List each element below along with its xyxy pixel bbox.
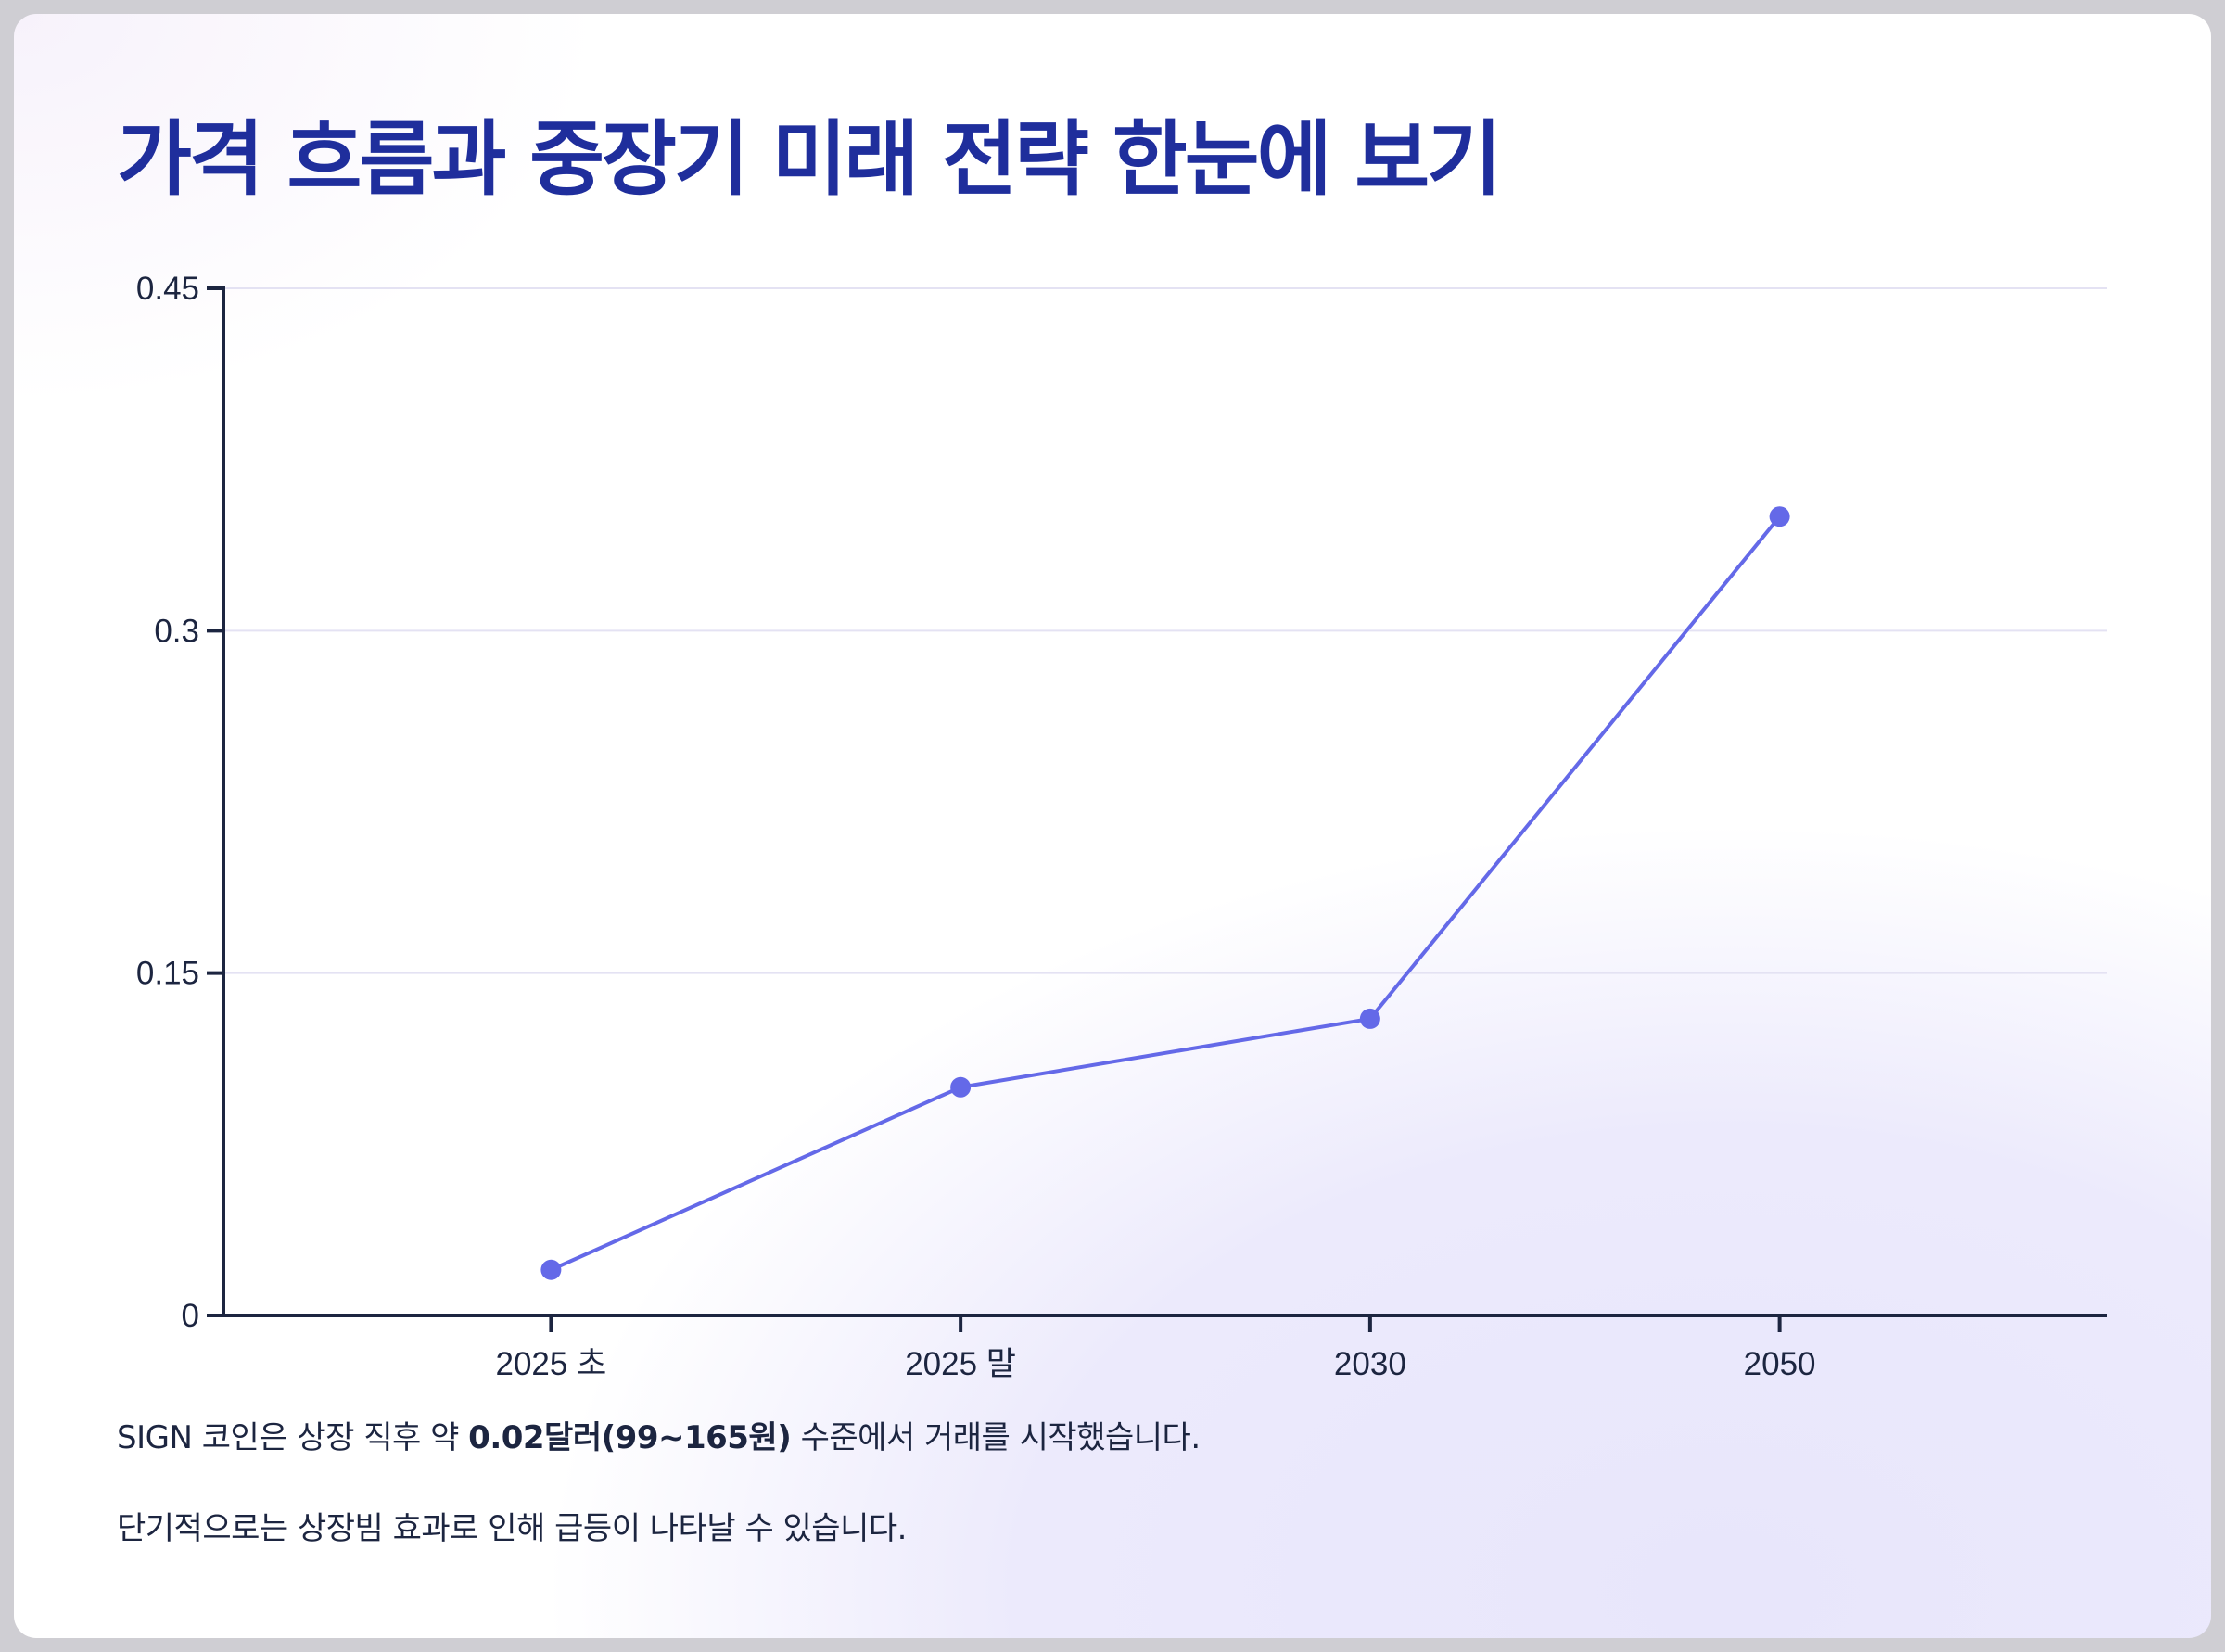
y-tick-label: 0.45 <box>136 271 199 307</box>
grid-lines <box>223 287 2107 974</box>
note-line-2: 단기적으로는 상장빔 효과로 인해 급등이 나타날 수 있습니다. <box>117 1510 907 1547</box>
data-point <box>950 1076 972 1098</box>
data-point <box>1769 506 1790 527</box>
data-point <box>1359 1008 1380 1029</box>
note-line-1-suffix: 수준에서 거래를 시작했습니다. <box>791 1419 1202 1456</box>
x-tick-label: 2025 말 <box>905 1346 1016 1382</box>
note-line-1-highlight: 0.02달러(99~165원) <box>468 1419 792 1456</box>
series-line <box>550 515 1782 1272</box>
price-line-chart: 0 0.15 0.3 0.45 2025 초 2025 말 2030 2050 <box>136 271 2107 1382</box>
x-tick-label: 2030 <box>1334 1346 1406 1382</box>
x-tick-label: 2050 <box>1744 1346 1816 1382</box>
note-line-1: SIGN 코인은 상장 직후 약 0.02달러(99~165원) 수준에서 거래… <box>117 1417 2156 1459</box>
chart-notes: SIGN 코인은 상장 직후 약 0.02달러(99~165원) 수준에서 거래… <box>117 1417 2156 1598</box>
series-layer <box>540 506 1790 1280</box>
y-tick-label: 0.3 <box>154 613 199 649</box>
y-tick-label: 0 <box>182 1298 199 1334</box>
content-card: 가격 흐름과 중장기 미래 전략 한눈에 보기 0 0.15 0.3 0.45 2025… <box>14 14 2211 1638</box>
data-point <box>540 1259 562 1280</box>
note-line-1-prefix: SIGN 코인은 상장 직후 약 <box>117 1419 469 1456</box>
chart-axes <box>207 286 2107 1332</box>
y-tick-label: 0.15 <box>136 956 199 992</box>
page-title: 가격 흐름과 중장기 미래 전략 한눈에 보기 <box>117 111 1502 207</box>
tick-labels: 0 0.15 0.3 0.45 2025 초 2025 말 2030 2050 <box>136 271 1816 1382</box>
x-tick-label: 2025 초 <box>495 1346 606 1382</box>
